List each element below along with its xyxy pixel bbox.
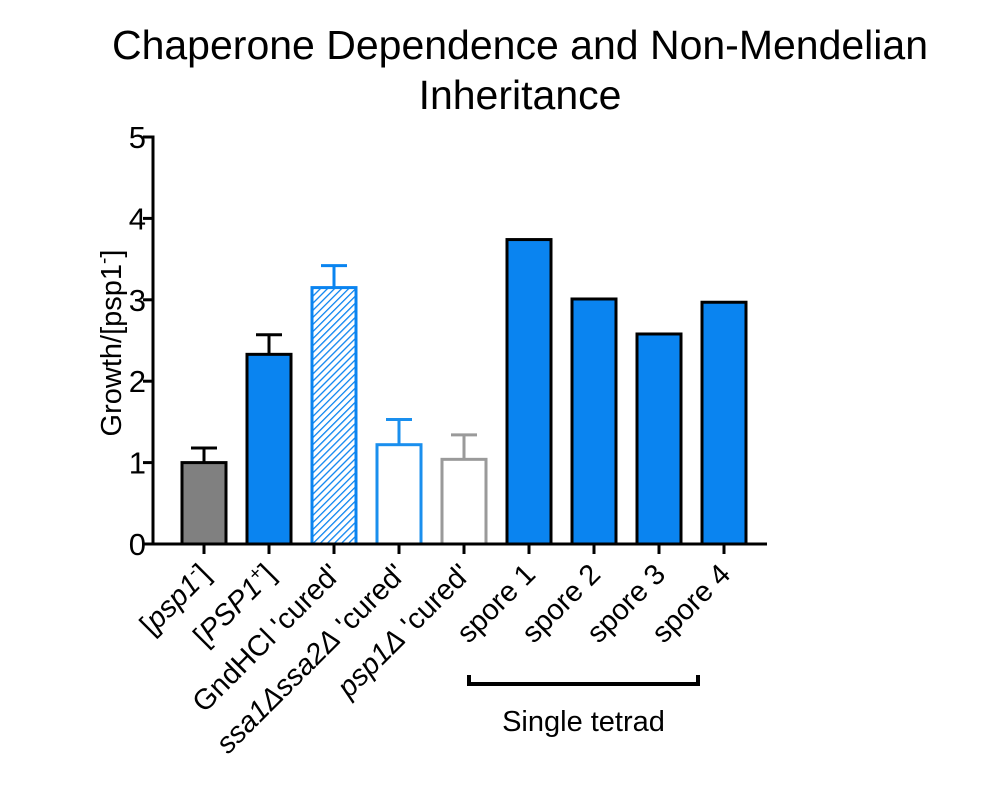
chart-title-line-1: Chaperone Dependence and Non-Mendelian (111, 22, 929, 68)
bar-spore-1 (505, 238, 553, 546)
y-tick-label-3: 3 (129, 283, 146, 318)
bar-psp1-delta-cured (440, 457, 488, 546)
chart-title-line-2: Inheritance (418, 72, 622, 118)
y-tick-label-1: 1 (129, 446, 146, 481)
single-tetrad-label: Single tetrad (502, 706, 665, 738)
bar-gndhcl-cured (310, 286, 358, 546)
single-tetrad-bracket (467, 675, 700, 686)
bar-ssa1-ssa2-cured (375, 443, 423, 546)
y-tick-label-4: 4 (129, 201, 146, 236)
bar-spore-4 (700, 300, 748, 546)
bar-spore-2 (570, 297, 618, 546)
y-tick-label-5: 5 (129, 120, 146, 155)
y-tick-label-0: 0 (129, 527, 146, 562)
bar-PSP1-plus (245, 352, 293, 546)
bar-psp1-minus (180, 461, 228, 546)
y-axis-label: Growth/[psp1-] (94, 250, 128, 437)
bar-spore-3 (635, 332, 683, 546)
y-tick-label-2: 2 (129, 364, 146, 399)
